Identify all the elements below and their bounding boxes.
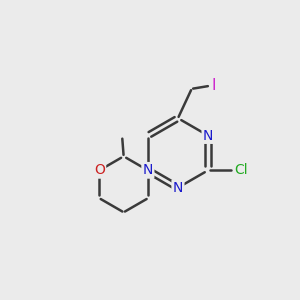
Text: N: N	[203, 129, 213, 142]
Text: N: N	[143, 163, 153, 177]
Text: N: N	[173, 181, 183, 195]
Text: O: O	[94, 163, 105, 177]
Text: I: I	[212, 78, 216, 93]
Text: Cl: Cl	[235, 163, 248, 177]
